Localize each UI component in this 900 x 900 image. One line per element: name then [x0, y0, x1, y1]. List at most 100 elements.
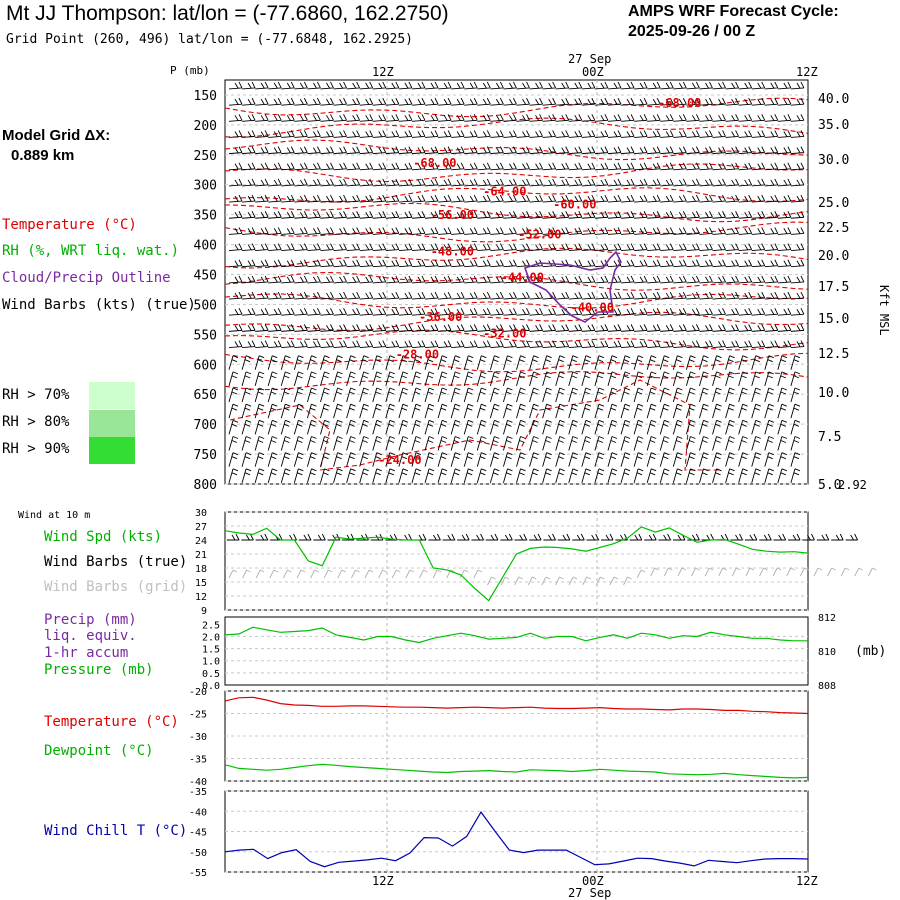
- wind-barb: [607, 355, 618, 370]
- wind-barb: [503, 340, 517, 348]
- cloud-precip-outline: [523, 250, 622, 323]
- wind-barb: [699, 387, 709, 403]
- wind-barb: [464, 259, 478, 268]
- wind-barb: [568, 355, 578, 370]
- wind-barb: [333, 227, 347, 235]
- wind-barb: [777, 275, 792, 284]
- wind-barb-true: [428, 533, 441, 541]
- wind-barb: [503, 194, 517, 203]
- wind-barb: [359, 178, 374, 187]
- wind-barb: [255, 194, 269, 203]
- wind-barb: [464, 130, 478, 138]
- wind-barb: [411, 97, 426, 106]
- wind-barb: [359, 162, 374, 171]
- wind-barb: [633, 387, 644, 403]
- wind-barb-true: [514, 533, 528, 541]
- wind-barb: [228, 178, 243, 187]
- wind-barb: [685, 419, 696, 435]
- wind-barb: [581, 162, 596, 171]
- wind-barb: [307, 259, 321, 268]
- wind-barb: [477, 97, 491, 106]
- wind-barb: [738, 371, 748, 386]
- wind-barb: [516, 340, 530, 348]
- legend-wind-barbs: Wind Barbs (kts) (true): [2, 297, 196, 313]
- wind-barb: [398, 178, 413, 187]
- wind-barb: [568, 275, 583, 284]
- wind-barb: [346, 436, 356, 451]
- wind-barb: [307, 243, 321, 252]
- wind-barb: [333, 403, 343, 419]
- wind-barb: [790, 227, 805, 235]
- wind-barb: [646, 355, 657, 370]
- wind-barb: [790, 324, 805, 332]
- wind-barb: [463, 403, 474, 419]
- wind-barb-grid: [487, 576, 496, 586]
- wind-barb: [241, 387, 252, 403]
- wind-barb: [699, 308, 713, 316]
- wind-barb: [411, 259, 426, 268]
- wind-barb: [751, 403, 761, 419]
- wind-barb-grid: [582, 576, 591, 586]
- wind-barb: [568, 97, 583, 106]
- wind-barb: [699, 340, 713, 348]
- wind-barb: [529, 403, 539, 419]
- model-grid-value: 0.889 km: [11, 147, 75, 164]
- wind-barb: [673, 81, 687, 90]
- wind-barb: [725, 419, 735, 435]
- wind-barb: [490, 340, 504, 348]
- wind-axis: 30 27 24 21 18 15 12 9: [195, 508, 207, 617]
- wind-barb: [320, 114, 334, 122]
- wind-barb: [385, 178, 400, 187]
- wind-barb: [489, 452, 500, 467]
- wind-barb: [411, 452, 422, 467]
- wind-barb: [529, 243, 543, 252]
- wind-barb: [594, 436, 605, 451]
- wind-barb: [346, 146, 361, 155]
- wind-barb: [242, 178, 256, 187]
- wind-barb: [646, 387, 657, 403]
- wind-barb: [660, 194, 674, 203]
- wind-barb: [699, 452, 709, 467]
- wind-barb: [307, 178, 321, 187]
- wind-barb: [333, 178, 347, 187]
- wind-barb: [594, 81, 609, 90]
- wind-10m-title: Wind at 10 m: [18, 510, 91, 521]
- wind-barb: [594, 324, 609, 332]
- wind-barb: [764, 275, 779, 284]
- wind-barb: [725, 436, 735, 451]
- wind-barb: [281, 227, 295, 235]
- wind-barb: [451, 130, 465, 138]
- wind-barb: [555, 291, 570, 300]
- wind-barb: [699, 162, 713, 171]
- wind-barb: [385, 97, 400, 106]
- wind-barb: [476, 436, 487, 451]
- wind-barb: [607, 371, 618, 386]
- wind-barb-true: [744, 533, 758, 541]
- wind-barb: [712, 146, 726, 155]
- wind-barbs-grid: [228, 567, 877, 586]
- wind-barb: [764, 468, 774, 483]
- wind-barb: [568, 178, 583, 187]
- wind-barb: [385, 243, 400, 252]
- wind-barb: [764, 308, 779, 316]
- wind-barb-grid: [459, 569, 469, 579]
- label-dewpoint: Dewpoint (°C): [44, 743, 154, 759]
- wind-barb: [529, 130, 543, 138]
- wind-barb: [581, 436, 592, 451]
- wind-barb: [254, 468, 265, 483]
- wind-barb: [242, 130, 256, 138]
- wind-barb-true: [442, 533, 456, 541]
- wind-barb: [411, 146, 426, 155]
- wind-barb: [320, 211, 334, 219]
- wind-barb: [764, 81, 779, 90]
- wind-barb: [267, 452, 278, 467]
- pressure-axis: 150 200 250 300 350 400 450 500 550 600 650 700 750 8…: [194, 89, 217, 493]
- wind-barb: [424, 275, 439, 284]
- wind-barb: [372, 211, 387, 219]
- y-tick-label: 15: [195, 578, 207, 589]
- wind-barb: [581, 114, 596, 122]
- wind-barb: [542, 403, 552, 419]
- wind-barb-true: [831, 533, 844, 541]
- wind-barb: [581, 211, 596, 219]
- wind-barb: [385, 355, 395, 370]
